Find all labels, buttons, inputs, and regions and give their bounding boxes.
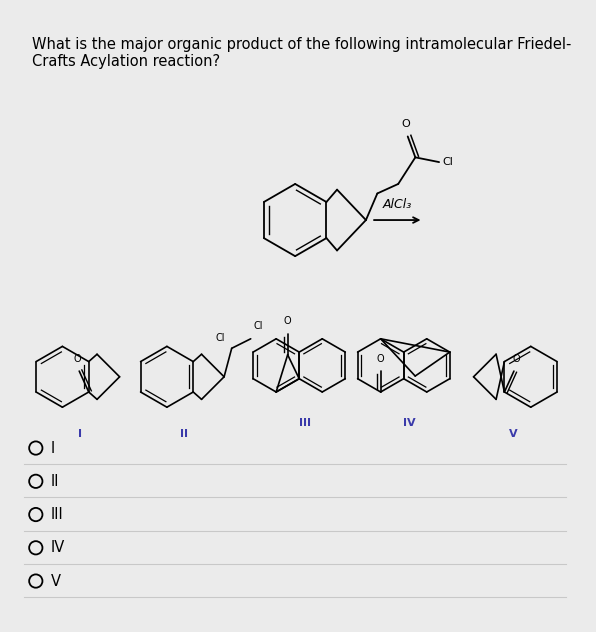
Text: O: O bbox=[402, 119, 410, 129]
Text: III: III bbox=[51, 507, 64, 522]
Text: II: II bbox=[180, 429, 188, 439]
Text: O: O bbox=[377, 353, 384, 363]
Text: I: I bbox=[51, 441, 55, 456]
Text: II: II bbox=[51, 474, 60, 489]
Text: Cl: Cl bbox=[253, 321, 263, 331]
Text: IV: IV bbox=[403, 418, 415, 428]
Text: AlCl₃: AlCl₃ bbox=[382, 198, 411, 210]
Text: O: O bbox=[73, 353, 81, 363]
Text: Cl: Cl bbox=[216, 332, 225, 343]
Text: Cl: Cl bbox=[442, 157, 453, 167]
Text: What is the major organic product of the following intramolecular Friedel-: What is the major organic product of the… bbox=[32, 37, 572, 52]
Text: V: V bbox=[51, 574, 61, 588]
Text: V: V bbox=[510, 429, 518, 439]
Text: IV: IV bbox=[51, 540, 65, 556]
Text: I: I bbox=[77, 429, 82, 439]
Text: O: O bbox=[284, 316, 291, 326]
Text: III: III bbox=[299, 418, 311, 428]
Text: O: O bbox=[512, 353, 520, 363]
Text: Crafts Acylation reaction?: Crafts Acylation reaction? bbox=[32, 54, 220, 69]
